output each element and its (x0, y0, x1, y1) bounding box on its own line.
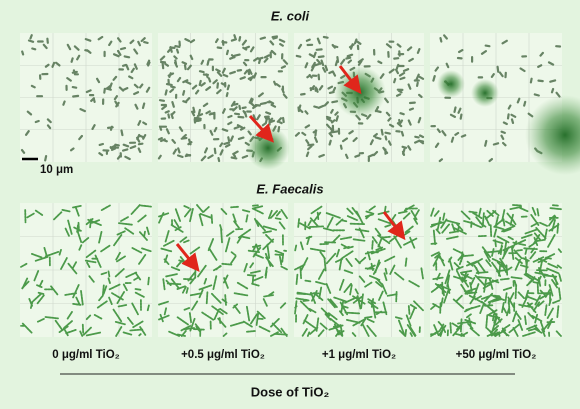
grid (20, 203, 152, 337)
cluster (334, 66, 386, 118)
dose-label: +50 μg/ml TiO₂ (456, 349, 537, 361)
dose-label: 0 μg/ml TiO₂ (52, 349, 120, 361)
cluster (437, 70, 465, 98)
dose-label: +0.5 μg/ml TiO₂ (181, 349, 265, 361)
panels (20, 33, 580, 337)
cells (20, 204, 152, 337)
cluster (246, 126, 290, 170)
row-title: E. Faecalis (256, 181, 323, 196)
grid (20, 33, 152, 162)
grid (294, 203, 424, 337)
cells (20, 34, 151, 162)
dose-label: +1 μg/ml TiO₂ (322, 349, 396, 361)
row-title: E. coli (271, 8, 310, 23)
cells (430, 204, 562, 337)
grid (158, 33, 288, 162)
axis-label: Dose of TiO₂ (251, 384, 330, 399)
cluster (471, 79, 499, 107)
grid (430, 203, 562, 337)
arrow (248, 114, 275, 143)
arrows (175, 65, 406, 272)
arrow (382, 211, 406, 241)
cluster (525, 95, 580, 175)
arrow (338, 65, 362, 95)
arrow (175, 243, 200, 272)
cells (294, 204, 424, 337)
cells (157, 34, 289, 163)
scale-label: 10 μm (40, 164, 73, 176)
